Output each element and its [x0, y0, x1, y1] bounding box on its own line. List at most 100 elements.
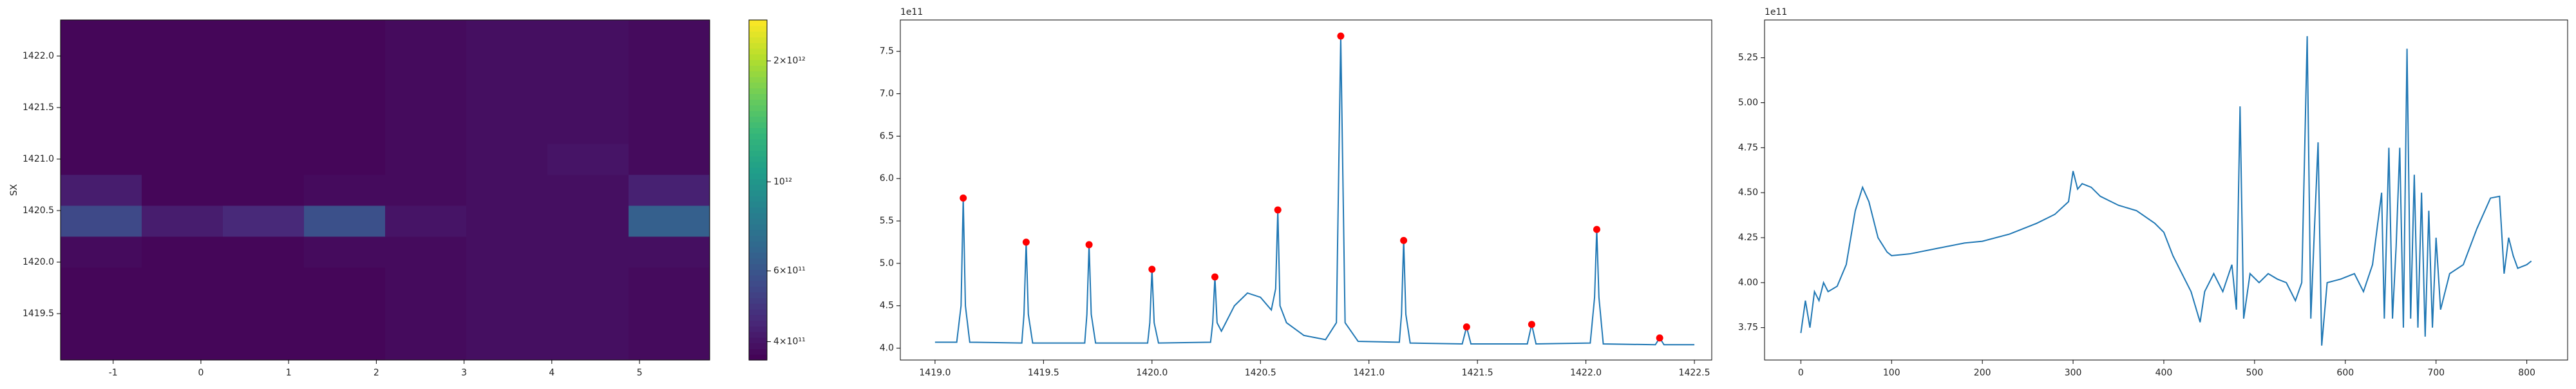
y-tick-label: 5.00	[1738, 98, 1758, 108]
heatmap-cell	[304, 144, 386, 175]
colorbar-tick-label: 2×10¹²	[773, 56, 806, 66]
colorbar-step	[749, 128, 767, 134]
y-tick-label: 6.5	[880, 131, 894, 141]
x-tick-label: 1422.0	[1570, 368, 1602, 378]
colorbar-step	[749, 348, 767, 355]
x-tick-label: 500	[2246, 368, 2264, 378]
colorbar-step	[749, 184, 767, 191]
y-tick-label: 1422.0	[23, 51, 54, 61]
peak-marker	[1463, 323, 1470, 331]
heatmap-cell	[61, 298, 142, 330]
heatmap-cell	[466, 205, 548, 237]
heatmap-cell	[547, 267, 629, 299]
colorbar-step	[749, 247, 767, 253]
peak-marker	[1656, 334, 1663, 342]
y-tick-label: 1420.5	[23, 205, 54, 216]
colorbar-step	[749, 201, 767, 207]
heatmap-cell	[547, 82, 629, 113]
x-tick-label: 3	[461, 368, 467, 378]
heatmap-cell	[385, 175, 467, 206]
colorbar-frame	[748, 19, 768, 361]
colorbar-step	[749, 286, 767, 292]
heatmap-cell	[629, 82, 710, 113]
heatmap-cell	[466, 298, 548, 330]
colorbar-step	[749, 332, 767, 338]
heatmap-cell	[466, 267, 548, 299]
heatmap-cell	[629, 298, 710, 330]
heatmap-cell	[629, 113, 710, 144]
x-tick-label: 0	[1798, 368, 1804, 378]
heatmap-cell	[466, 20, 548, 52]
heatmap-cell	[304, 113, 386, 144]
heatmap-cell	[629, 267, 710, 299]
line-series	[1800, 36, 2532, 346]
y-tick-label: 4.5	[880, 301, 894, 311]
heatmap-cell	[547, 329, 629, 361]
colorbar-step	[749, 167, 767, 174]
colorbar-step	[749, 223, 767, 231]
heatmap-cell	[142, 267, 223, 299]
heatmap-cell	[629, 205, 710, 237]
peak-marker	[1085, 241, 1093, 249]
colorbar-tick-label: 10¹²	[773, 176, 792, 187]
offset-label: 1e11	[1765, 7, 1787, 17]
heatmap-cell	[385, 20, 467, 52]
heatmap-cell	[385, 113, 467, 144]
peak-marker	[1211, 273, 1219, 281]
heatmap-cell	[142, 236, 223, 268]
colorbar-step	[749, 235, 767, 242]
y-tick-label: 4.00	[1738, 278, 1758, 288]
colorbar-step	[749, 343, 767, 349]
heatmap-cell	[142, 205, 223, 237]
colorbar-step	[749, 207, 767, 213]
heatmap-cell	[547, 51, 629, 82]
y-tick-label: 5.5	[880, 216, 894, 226]
colorbar-step	[749, 195, 767, 202]
heatmap-cell	[629, 51, 710, 82]
colorbar-step	[749, 48, 767, 55]
y-tick-label: 1421.5	[23, 102, 54, 113]
x-tick-label: 400	[2155, 368, 2173, 378]
colorbar-step	[749, 190, 767, 196]
heatmap-cell	[466, 82, 548, 113]
heatmap-cell	[142, 329, 223, 361]
x-tick-label: 1	[286, 368, 292, 378]
heatmap-cell	[466, 144, 548, 175]
colorbar-step	[749, 43, 767, 49]
x-tick-label: 1420.5	[1245, 368, 1276, 378]
x-tick-label: 1419.0	[919, 368, 951, 378]
colorbar-step	[749, 320, 767, 327]
heatmap-cell	[629, 175, 710, 206]
heatmap-cell	[223, 144, 305, 175]
colorbar-step	[749, 178, 767, 185]
x-tick-label: 800	[2518, 368, 2535, 378]
x-tick-label: 1419.5	[1028, 368, 1059, 378]
y-tick-label: 7.0	[880, 89, 894, 99]
heatmap-cell	[385, 267, 467, 299]
colorbar-step	[749, 77, 767, 83]
heatmap-cell	[223, 298, 305, 330]
heatmap-cell	[466, 175, 548, 206]
y-tick-label: 4.0	[880, 343, 894, 354]
colorbar-step	[749, 105, 767, 111]
heatmap-cell	[547, 298, 629, 330]
heatmap-cell	[385, 144, 467, 175]
colorbar-step	[749, 354, 767, 361]
heatmap-cell	[142, 82, 223, 113]
colorbar-step	[749, 308, 767, 316]
heatmap-cell	[385, 236, 467, 268]
x-tick-label: 1422.5	[1679, 368, 1710, 378]
x-tick-label: 5	[637, 368, 643, 378]
y-tick-label: 4.75	[1738, 142, 1758, 153]
heatmap-cells	[61, 20, 710, 361]
colorbar-step	[749, 218, 767, 225]
heatmap-cell	[629, 329, 710, 361]
colorbar-step	[749, 110, 767, 117]
heatmap-cell	[61, 236, 142, 268]
colorbar-step	[749, 303, 767, 310]
heatmap-cell	[61, 113, 142, 144]
heatmap-cell	[223, 205, 305, 237]
x-tick-label: 0	[198, 368, 204, 378]
heatmap-cell	[629, 144, 710, 175]
axes-frame	[1764, 19, 2568, 361]
